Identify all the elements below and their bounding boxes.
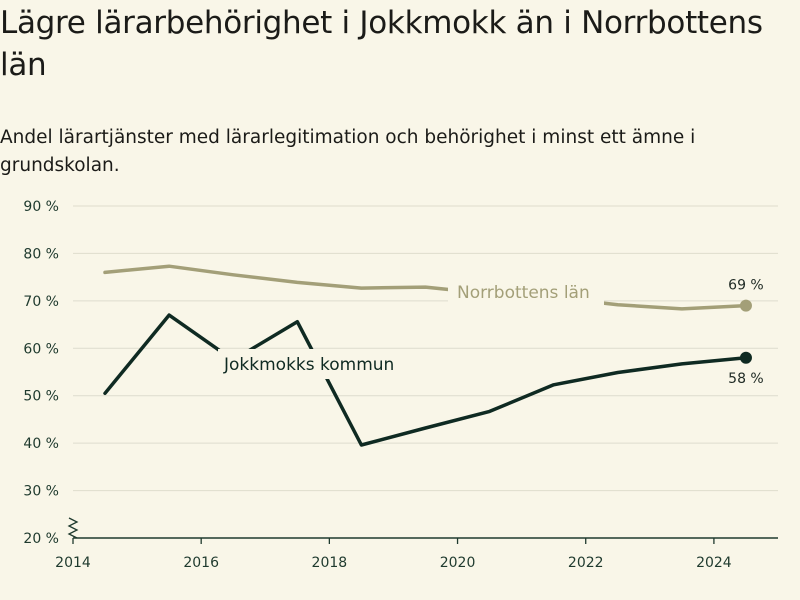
end-value-label-norrbotten: 69 % — [728, 278, 764, 294]
y-tick-label: 70 % — [23, 294, 59, 310]
y-tick-label: 60 % — [23, 341, 59, 357]
label-background — [448, 276, 604, 306]
x-tick-label: 2014 — [55, 555, 91, 571]
y-tick-label: 90 % — [23, 199, 59, 215]
series-label-norrbotten: Norrbottens län — [457, 283, 590, 303]
y-tick-label: 40 % — [23, 436, 59, 452]
series-label-jokkmokk: Jokkmokks kommun — [223, 355, 394, 375]
end-value-label-jokkmokk: 58 % — [728, 371, 764, 387]
grid-lines — [67, 205, 778, 539]
end-point-marker — [739, 299, 752, 312]
series-line-norrbotten — [103, 264, 748, 311]
series-lines — [103, 264, 752, 447]
chart-title: Lägre lärarbehörighet i Jokkmokk än i No… — [0, 5, 763, 83]
x-tick-label: 2024 — [696, 555, 732, 571]
chart-subtitle: Andel lärartjänster med lärarlegitimatio… — [0, 127, 696, 176]
y-tick-label: 20 % — [23, 531, 59, 547]
x-tick-label: 2018 — [312, 555, 348, 571]
series-labels: Norrbottens län Jokkmokks kommun 69 % 58 % — [218, 276, 764, 387]
y-tick-label: 30 % — [23, 484, 59, 500]
axis-ticks: 20 % 30 % 40 % 50 % 60 % 70 % 80 % 90 % 2014 2016… — [23, 199, 731, 571]
series-line-jokkmokk — [103, 313, 748, 447]
end-point-marker — [739, 351, 752, 364]
y-tick-label: 50 % — [23, 389, 59, 405]
axis-break-icon — [67, 517, 79, 539]
x-tick-label: 2016 — [183, 555, 219, 571]
label-background — [218, 349, 416, 379]
x-tick-label: 2020 — [440, 555, 476, 571]
x-tick-label: 2022 — [568, 555, 604, 571]
y-tick-label: 80 % — [23, 246, 59, 262]
